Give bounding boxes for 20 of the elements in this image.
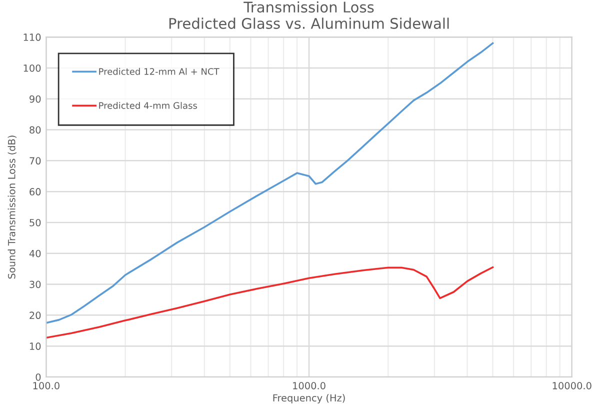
y-tick-label: 50 <box>30 218 41 226</box>
x-axis-title: Frequency (Hz) <box>273 394 345 404</box>
y-axis-title: Sound Transmission Loss (dB) <box>8 136 16 279</box>
y-tick-label: 110 <box>24 34 41 41</box>
y-tick-label: 40 <box>29 250 41 258</box>
legend-label: Predicted 12-mm Al + NCT <box>99 68 220 75</box>
y-tick-label: 30 <box>30 280 41 288</box>
x-tick-label: 100.0 <box>33 382 60 390</box>
y-tick-label: 10 <box>30 342 41 350</box>
legend-label: Predicted 4-mm Glass <box>99 102 198 109</box>
chart-title: Transmission Loss Predicted Glass vs. Aluminum Sidewall <box>169 1 449 29</box>
y-tick-label: 70 <box>30 157 41 165</box>
x-tick-label: 10000.0 <box>552 382 592 390</box>
y-tick-label: 0 <box>36 373 41 381</box>
y-tick-label: 80 <box>30 126 41 134</box>
y-tick-label: 100 <box>24 64 41 72</box>
y-tick-label: 20 <box>30 312 41 320</box>
y-tick-label: 90 <box>30 95 41 103</box>
y-tick-label: 60 <box>30 188 41 196</box>
x-tick-label: 1000.0 <box>293 382 326 390</box>
